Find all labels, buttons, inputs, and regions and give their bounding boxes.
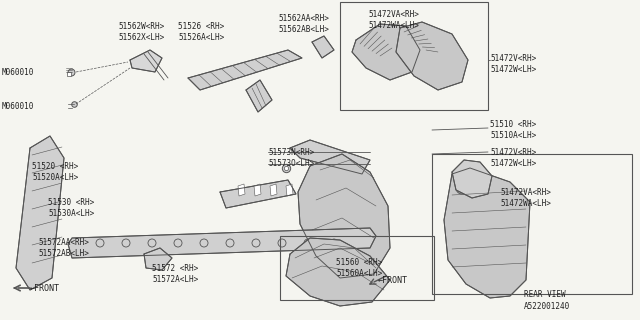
Polygon shape: [68, 228, 376, 258]
Text: 51530 <RH>
51530A<LH>: 51530 <RH> 51530A<LH>: [48, 198, 94, 218]
Text: 51572 <RH>
51572A<LH>: 51572 <RH> 51572A<LH>: [152, 264, 198, 284]
Bar: [280, 236, 434, 300]
Polygon shape: [188, 50, 302, 90]
Text: M060010: M060010: [2, 68, 35, 77]
Text: 51520 <RH>
51520A<LH>: 51520 <RH> 51520A<LH>: [32, 162, 78, 182]
Polygon shape: [298, 154, 390, 278]
Text: 51472VA<RH>
51472WA<LH>: 51472VA<RH> 51472WA<LH>: [368, 10, 419, 30]
Text: 51526 <RH>
51526A<LH>: 51526 <RH> 51526A<LH>: [178, 22, 224, 42]
Text: M060010: M060010: [2, 102, 35, 111]
Polygon shape: [246, 80, 272, 112]
Polygon shape: [16, 136, 64, 290]
Text: 51472V<RH>
51472W<LH>: 51472V<RH> 51472W<LH>: [490, 148, 536, 168]
Text: 51472V<RH>
51472W<LH>: 51472V<RH> 51472W<LH>: [490, 54, 536, 74]
Polygon shape: [352, 24, 420, 80]
Text: 51562W<RH>
51562X<LH>: 51562W<RH> 51562X<LH>: [118, 22, 164, 42]
Text: ←FRONT: ←FRONT: [378, 276, 408, 285]
Polygon shape: [238, 184, 245, 196]
Polygon shape: [290, 140, 370, 174]
Bar: [340, 2, 488, 110]
Polygon shape: [254, 184, 261, 196]
Polygon shape: [144, 248, 172, 270]
Text: 51573N<RH>
51573O<LH>: 51573N<RH> 51573O<LH>: [268, 148, 314, 168]
Text: 51472VA<RH>
51472WA<LH>: 51472VA<RH> 51472WA<LH>: [500, 188, 551, 208]
Polygon shape: [452, 160, 492, 198]
Text: 51572AA<RH>
51572AB<LH>: 51572AA<RH> 51572AB<LH>: [38, 238, 89, 258]
Text: A522001240: A522001240: [524, 302, 570, 311]
Polygon shape: [396, 22, 468, 90]
Text: REAR VIEW: REAR VIEW: [524, 290, 566, 299]
Text: 51510 <RH>
51510A<LH>: 51510 <RH> 51510A<LH>: [490, 120, 536, 140]
Polygon shape: [312, 36, 334, 58]
Polygon shape: [444, 168, 530, 298]
Text: 51562AA<RH>
51562AB<LH>: 51562AA<RH> 51562AB<LH>: [278, 14, 329, 34]
Polygon shape: [270, 184, 277, 196]
Polygon shape: [220, 180, 296, 208]
Text: 51560 <RH>
51560A<LH>: 51560 <RH> 51560A<LH>: [336, 258, 382, 278]
Text: ←FRONT: ←FRONT: [30, 284, 60, 293]
Polygon shape: [286, 184, 293, 196]
Polygon shape: [286, 238, 390, 306]
Circle shape: [460, 186, 464, 190]
Polygon shape: [130, 50, 162, 72]
Bar: [432, 154, 632, 294]
